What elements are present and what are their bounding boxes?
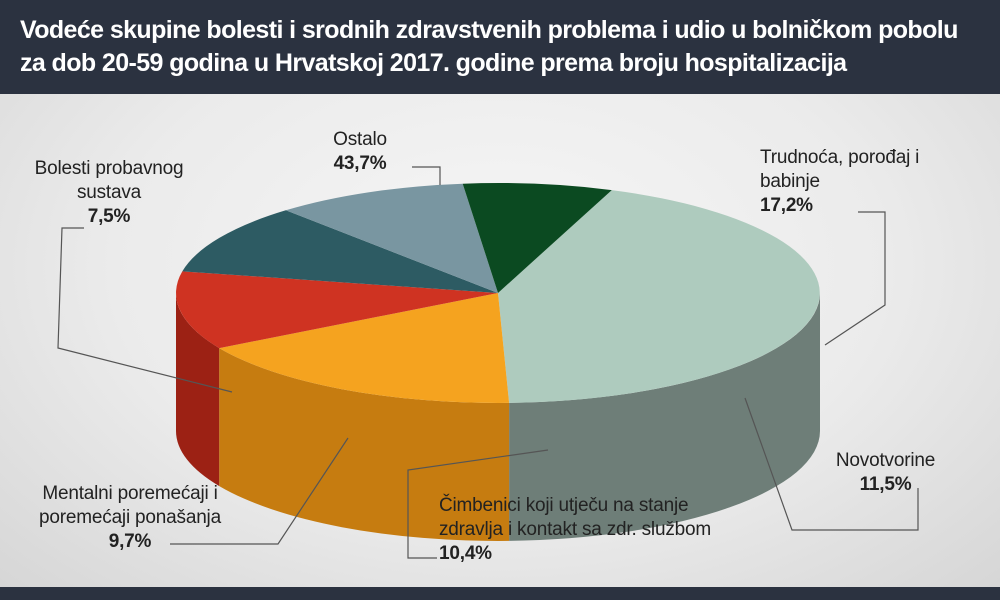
- leader-line-mentalni: [170, 437, 349, 545]
- label-trudnoca: Trudnoća, porođaj i babinje 17,2%: [760, 146, 965, 218]
- pie-chart-3d: [57, 166, 919, 559]
- pie-slice-ostalo: [498, 190, 820, 403]
- pie-side-novotvorine: [176, 293, 220, 487]
- label-probavni: Bolesti probavnog sustava 7,5%: [25, 157, 193, 229]
- pie-top-faces: [176, 183, 820, 403]
- pie-slice-trudnoca: [219, 293, 510, 403]
- leader-line-ostalo: [412, 166, 441, 185]
- leader-line-probavni: [57, 227, 233, 393]
- label-mentalni: Mentalni poremećaji i poremećaji ponašan…: [20, 482, 240, 554]
- pie-slice-novotvorine: [176, 271, 498, 349]
- pie-sides: [176, 293, 820, 541]
- label-value-probavni: 7,5%: [87, 206, 131, 227]
- leader-lines: [57, 166, 919, 559]
- label-name-trudnoca: Trudnoća, porođaj i babinje: [760, 147, 920, 192]
- label-name-mentalni: Mentalni poremećaji i poremećaji ponašan…: [39, 483, 221, 528]
- label-value-mentalni: 9,7%: [108, 531, 152, 552]
- pie-side-trudnoca: [219, 348, 510, 541]
- pie-side-ostalo: [509, 293, 820, 541]
- leader-line-novotvorine: [744, 397, 919, 531]
- pie-slice-mentalni: [285, 183, 498, 293]
- label-cimbenici: Čimbenici koji utječu na stanje zdravlja…: [439, 494, 754, 566]
- pie-slice-probavni: [462, 183, 612, 293]
- header-bar: Vodeće skupine bolesti i srodnih zdravst…: [0, 0, 1000, 94]
- label-name-probavni: Bolesti probavnog sustava: [34, 158, 184, 203]
- label-name-novotvorine: Novotvorine: [835, 450, 936, 471]
- label-name-cimbenici: Čimbenici koji utječu na stanje zdravlja…: [439, 495, 711, 540]
- label-value-novotvorine: 11,5%: [859, 474, 912, 495]
- label-value-trudnoca: 17,2%: [760, 195, 813, 216]
- label-name-ostalo: Ostalo: [333, 129, 387, 150]
- footer-bar: [0, 587, 1000, 600]
- pie-slice-cimbenici: [182, 210, 499, 293]
- chart-title: Vodeće skupine bolesti i srodnih zdravst…: [20, 16, 958, 77]
- label-value-cimbenici: 10,4%: [439, 543, 492, 564]
- leader-line-cimbenici: [407, 449, 549, 559]
- leader-line-trudnoca: [824, 211, 886, 346]
- label-novotvorine: Novotvorine 11,5%: [818, 449, 953, 497]
- label-value-ostalo: 43,7%: [333, 153, 387, 174]
- label-ostalo: Ostalo 43,7%: [290, 128, 430, 176]
